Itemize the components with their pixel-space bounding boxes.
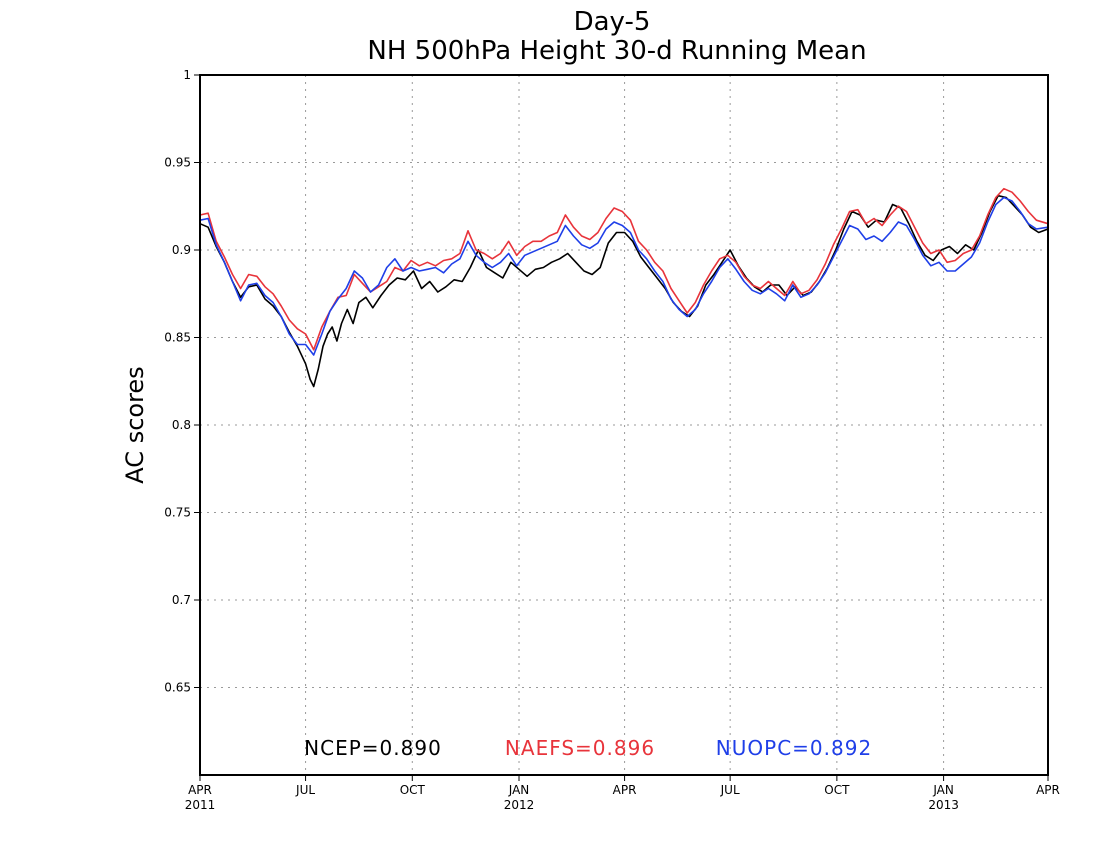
series-line-ncep: [199, 194, 1049, 388]
y-tick-label: 1: [183, 68, 191, 82]
x-tick-year-label: 2011: [185, 798, 216, 812]
y-tick-label: 0.85: [164, 331, 191, 345]
y-tick-label: 0.65: [164, 681, 191, 695]
y-axis: 0.65 0.7 0.75 0.8 0.85 0.9 0.95 1: [164, 68, 200, 695]
grid: [200, 75, 1048, 775]
y-tick-label: 0.75: [164, 506, 191, 520]
legend: NCEP=0.890 NAEFS=0.896 NUOPC=0.892: [304, 736, 872, 760]
x-tick-year-label: 2012: [504, 798, 535, 812]
y-tick-label: 0.8: [172, 418, 191, 432]
y-tick-label: 0.9: [172, 243, 191, 257]
series-line-nuopc: [199, 196, 1049, 356]
x-tick-label: OCT: [824, 783, 850, 797]
x-tick-label: JAN: [508, 783, 530, 797]
chart-subtitle: NH 500hPa Height 30-d Running Mean: [367, 36, 866, 66]
x-tick-label: APR: [1036, 783, 1060, 797]
legend-entry-nuopc: NUOPC=0.892: [716, 736, 872, 760]
y-tick-label: 0.95: [164, 156, 191, 170]
x-tick-label: APR: [188, 783, 212, 797]
y-tick-label: 0.7: [172, 593, 191, 607]
x-tick-label: JUL: [295, 783, 315, 797]
series-lines: [199, 187, 1049, 388]
legend-entry-naefs: NAEFS=0.896: [505, 736, 655, 760]
series-line-naefs: [199, 187, 1049, 351]
legend-entry-ncep: NCEP=0.890: [304, 736, 442, 760]
chart-title: Day-5: [574, 7, 651, 37]
x-tick-year-label: 2013: [928, 798, 959, 812]
x-tick-label: APR: [613, 783, 637, 797]
y-axis-label: AC scores: [121, 366, 149, 483]
x-tick-label: JUL: [720, 783, 740, 797]
x-tick-label: JAN: [932, 783, 954, 797]
x-tick-label: OCT: [400, 783, 426, 797]
